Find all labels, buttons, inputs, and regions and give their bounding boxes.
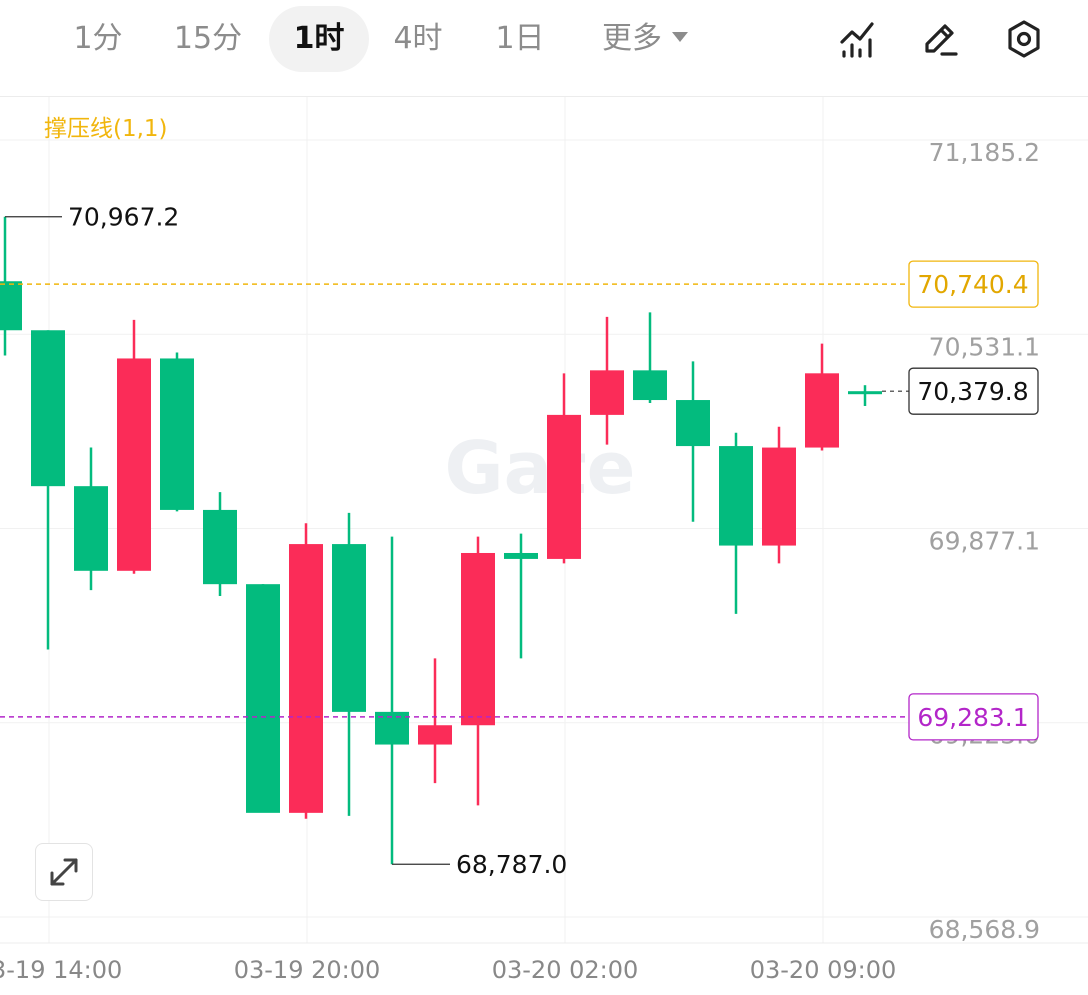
- interval-tab-15m[interactable]: 15分: [173, 21, 243, 56]
- candlestick-chart[interactable]: Gate 71,185.270,531.169,877.169,223.068,…: [0, 97, 1088, 995]
- caret-down-icon: [672, 31, 688, 42]
- candle-11: [461, 536, 495, 806]
- y-axis-ticks: 71,185.270,531.169,877.169,223.068,568.9: [929, 138, 1040, 944]
- resistance-price-label: 70,740.4: [908, 260, 1039, 308]
- candle-body-16: [676, 400, 710, 447]
- high-marker-label: 70,967.2: [68, 203, 179, 232]
- x-tick-label-3: 03-20 09:00: [750, 956, 897, 984]
- last-price-label-box: [908, 367, 1039, 415]
- candle-body-19: [805, 373, 839, 448]
- low-marker-label: 68,787.0: [456, 850, 567, 879]
- candle-13: [547, 373, 581, 564]
- price-lines: 70,740.4 69,283.1 70,379.8 70,967.2 68,787.0: [0, 203, 1039, 879]
- fullscreen-button[interactable]: [35, 843, 93, 901]
- candle-2: [74, 447, 108, 591]
- y-tick-label-4: 68,568.9: [929, 915, 1040, 944]
- pencil-icon[interactable]: [920, 18, 960, 60]
- interval-tab-1h[interactable]: 1时: [269, 6, 369, 72]
- candle-body-15: [633, 370, 667, 401]
- toolbar-divider: [0, 96, 1088, 97]
- candle-17: [719, 432, 753, 614]
- support-price-label: 69,283.1: [908, 693, 1039, 741]
- candle-18: [762, 426, 796, 564]
- candle-body-17: [719, 446, 753, 546]
- x-axis-ticks: 03-19 14:00 03-19 20:00 03-20 02:00 03-20 0…: [0, 956, 896, 984]
- candle-body-13: [547, 414, 581, 559]
- x-tick-label-1: 03-19 20:00: [234, 956, 381, 984]
- candles: [0, 216, 882, 865]
- candle-body-2: [74, 486, 108, 571]
- candle-body-7: [289, 544, 323, 813]
- candle-5: [203, 492, 237, 597]
- candle-15: [633, 312, 667, 404]
- candle-body-0: [0, 281, 22, 331]
- settings-icon[interactable]: [1004, 18, 1044, 60]
- indicator-label: 撑压线(1,1): [44, 116, 168, 142]
- candle-7: [289, 523, 323, 819]
- candle-8: [332, 512, 366, 816]
- more-intervals-label: 更多: [602, 21, 662, 56]
- candle-body-18: [762, 447, 796, 546]
- candle-16: [676, 361, 710, 522]
- candle-body-10: [418, 725, 452, 745]
- candle-body-1: [31, 330, 65, 487]
- candle-body-14: [590, 370, 624, 415]
- candle-body-8: [332, 544, 366, 712]
- y-tick-label-0: 71,185.2: [929, 138, 1040, 167]
- interval-tab-4h[interactable]: 4时: [393, 21, 443, 56]
- y-tick-label-2: 69,877.1: [929, 526, 1040, 555]
- interval-tab-1d[interactable]: 1日: [495, 21, 545, 56]
- resistance-price-label-box: [908, 260, 1039, 308]
- support-price-label-box: [908, 693, 1039, 741]
- candle-12: [504, 533, 538, 659]
- expand-icon: [50, 858, 78, 886]
- more-intervals-dropdown[interactable]: 更多: [585, 6, 705, 72]
- candle-body-20: [848, 391, 882, 395]
- candle-body-3: [117, 358, 151, 571]
- candle-14: [590, 316, 624, 445]
- candle-20: [848, 385, 882, 406]
- candle-1: [31, 330, 65, 650]
- support-price-label-text: 69,283.1: [917, 703, 1028, 732]
- candle-body-11: [461, 552, 495, 726]
- candle-body-6: [246, 584, 280, 813]
- candle-10: [418, 658, 452, 784]
- candle-6: [246, 584, 280, 813]
- candle-9: [375, 536, 409, 865]
- candle-19: [805, 343, 839, 451]
- toolbar: 1分 15分 1时 4时 1日 更多: [0, 0, 1088, 80]
- watermark-logo: Gate: [445, 426, 636, 510]
- candle-body-4: [160, 358, 194, 510]
- y-tick-label-1: 70,531.1: [929, 332, 1040, 361]
- last-price-label: 70,379.8: [908, 367, 1039, 415]
- indicator-icon[interactable]: [837, 18, 877, 60]
- last-price-label-text: 70,379.8: [917, 377, 1028, 406]
- candle-0: [0, 216, 22, 356]
- interval-tab-1m[interactable]: 1分: [73, 21, 123, 56]
- x-tick-label-2: 03-20 02:00: [492, 956, 639, 984]
- resistance-price-label-text: 70,740.4: [917, 270, 1028, 299]
- candle-body-12: [504, 552, 538, 559]
- candle-3: [117, 319, 151, 574]
- x-tick-label-0: 03-19 14:00: [0, 956, 122, 984]
- candle-4: [160, 352, 194, 512]
- candle-body-5: [203, 509, 237, 585]
